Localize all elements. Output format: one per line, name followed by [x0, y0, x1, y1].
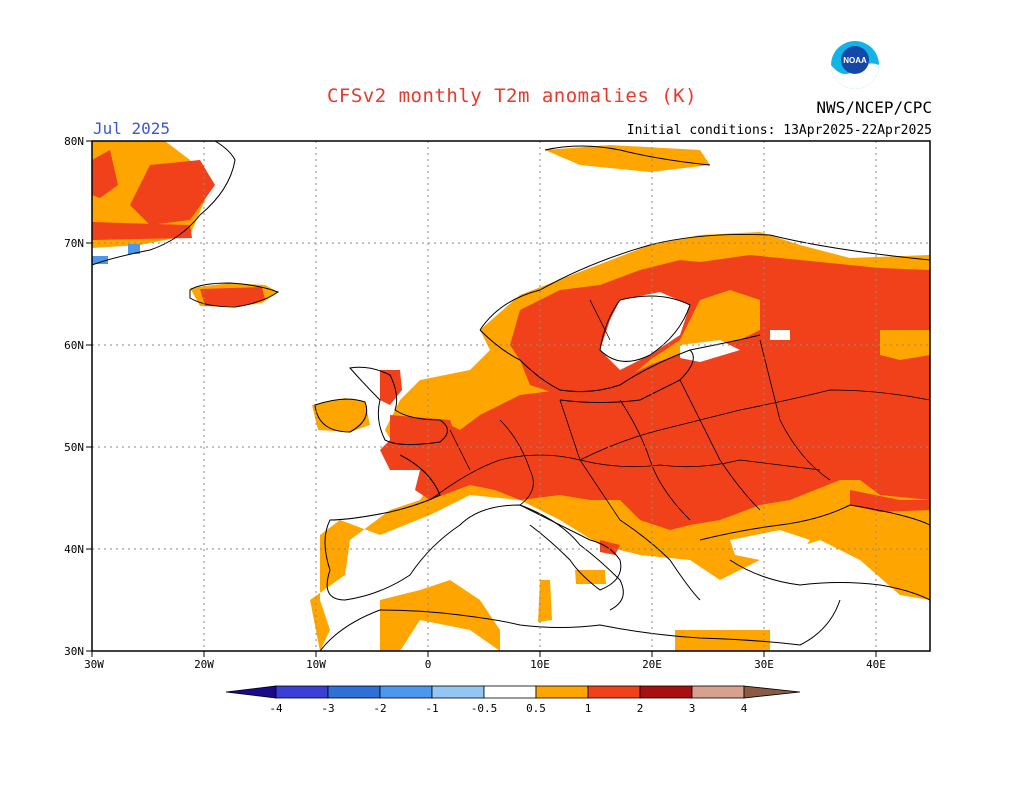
lon-label-20e: 20E — [642, 658, 662, 671]
lon-label-0: 0 — [425, 658, 432, 671]
legend-label-neg2: -2 — [373, 702, 386, 715]
map-frame — [91, 140, 931, 652]
legend-label-neg4: -4 — [269, 702, 283, 715]
coastlines — [92, 141, 930, 651]
graticule — [92, 141, 930, 651]
lon-label-30e: 30E — [754, 658, 774, 671]
legend-swatch-lt-neg4 — [225, 685, 277, 699]
tick-marks — [86, 140, 877, 657]
chart-title: CFSv2 monthly T2m anomalies (K) — [326, 85, 698, 107]
forecast-month: Jul 2025 — [93, 119, 171, 138]
legend-swatch-neg1-neg05 — [431, 685, 485, 699]
legend-label-3: 3 — [689, 702, 696, 715]
legend-label-05: 0.5 — [526, 702, 546, 715]
neutral-holes — [600, 292, 810, 590]
legend-swatch-neg4-neg3 — [275, 685, 329, 699]
agency-label: NWS/NCEP/CPC — [816, 98, 932, 117]
lat-label-40n: 40N — [64, 543, 84, 556]
legend-swatch-3-4 — [691, 685, 745, 699]
legend-swatch-neg3-neg2 — [327, 685, 381, 699]
legend-swatch-1-2 — [587, 685, 641, 699]
lon-label-40e: 40E — [866, 658, 886, 671]
country-borders — [429, 299, 930, 521]
legend-swatch-neutral — [483, 685, 537, 699]
legend-label-2: 2 — [637, 702, 644, 715]
anomaly-blue-regions — [92, 244, 140, 264]
legend-label-neg1: -1 — [425, 702, 438, 715]
lat-label-80n: 80N — [64, 135, 84, 148]
legend-label-neg05: -0.5 — [471, 702, 498, 715]
lon-label-30w: 30W — [84, 658, 104, 671]
color-legend — [225, 685, 801, 699]
legend-label-4: 4 — [741, 702, 748, 715]
lon-label-10e: 10E — [530, 658, 550, 671]
initial-conditions: Initial conditions: 13Apr2025-22Apr2025 — [626, 123, 932, 138]
legend-swatch-05-1 — [535, 685, 589, 699]
lon-label-20w: 20W — [194, 658, 214, 671]
legend-swatch-neg2-neg1 — [379, 685, 433, 699]
legend-swatch-2-3 — [639, 685, 693, 699]
lat-label-70n: 70N — [64, 237, 84, 250]
noaa-logo-icon: NOAA — [831, 41, 879, 89]
legend-label-neg3: -3 — [321, 702, 334, 715]
lat-label-60n: 60N — [64, 339, 84, 352]
lat-label-30n: 30N — [64, 645, 84, 658]
legend-label-1: 1 — [585, 702, 592, 715]
lat-label-50n: 50N — [64, 441, 84, 454]
legend-swatch-gt-4 — [743, 685, 801, 699]
logo-text: NOAA — [843, 56, 867, 65]
lon-label-10w: 10W — [306, 658, 326, 671]
